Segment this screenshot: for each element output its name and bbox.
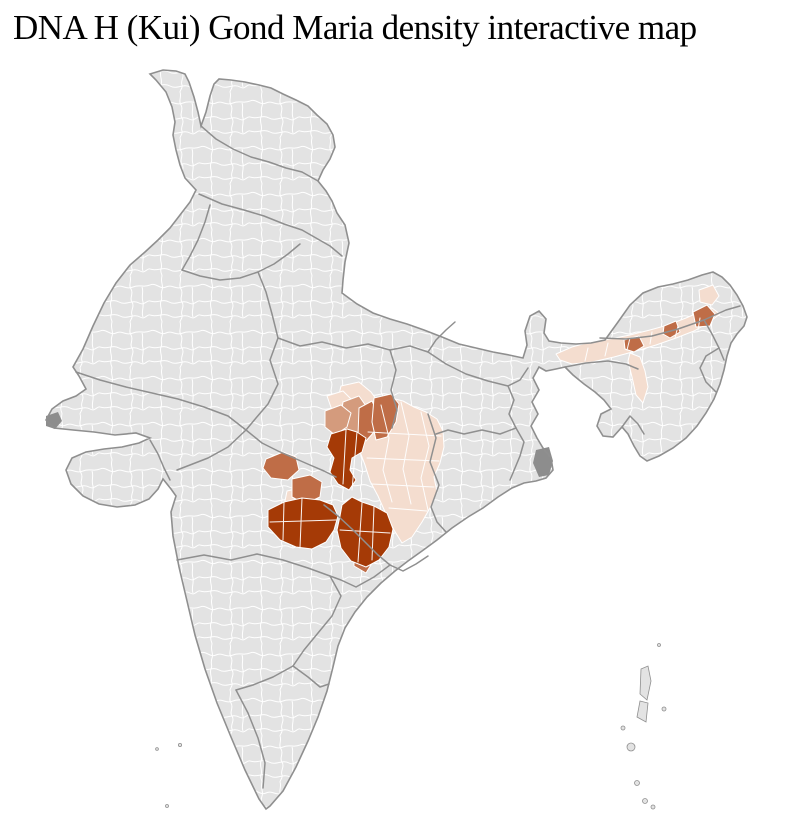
page-title: DNA H (Kui) Gond Maria density interacti…: [13, 8, 697, 47]
state-borders: [75, 125, 741, 789]
island-chains: [155, 643, 667, 810]
colored-zone-district-borders: [269, 317, 701, 563]
